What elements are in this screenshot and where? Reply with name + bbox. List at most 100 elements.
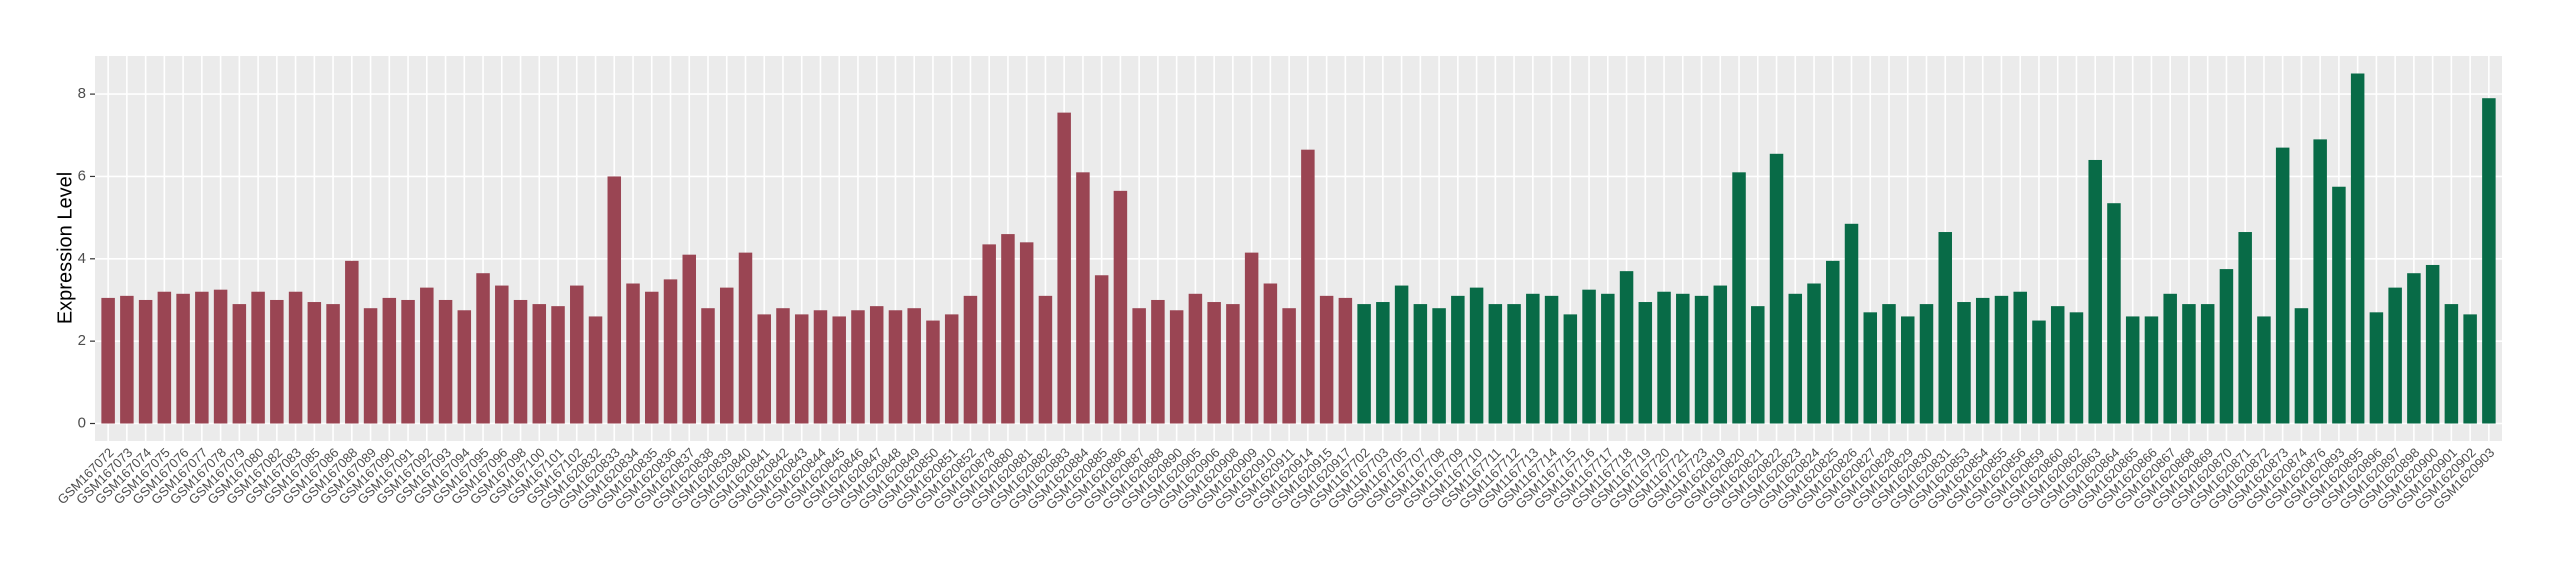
bar — [270, 299, 284, 424]
bar — [2388, 287, 2402, 424]
bar — [438, 299, 453, 424]
bar — [1094, 275, 1109, 424]
bar — [2275, 147, 2290, 424]
bar — [213, 289, 228, 424]
bar — [888, 310, 903, 424]
bar — [869, 306, 884, 424]
bar — [382, 297, 397, 424]
bar — [944, 314, 959, 424]
bar — [982, 244, 996, 424]
bar — [1188, 293, 1203, 424]
bar — [1038, 295, 1053, 424]
plot-panel — [95, 56, 2502, 441]
bar — [1394, 285, 1409, 424]
bar — [1657, 291, 1671, 424]
y-tick-label: 2 — [78, 332, 86, 349]
bar — [1544, 295, 1559, 424]
bar — [1526, 293, 1540, 424]
bar — [2088, 159, 2102, 424]
bar — [1676, 293, 1690, 424]
bar — [1732, 172, 1746, 424]
bar — [2238, 232, 2252, 424]
bar — [963, 295, 978, 424]
bar — [551, 306, 565, 424]
bar — [1826, 260, 1840, 424]
bar — [2257, 316, 2271, 424]
bar — [401, 299, 415, 424]
bar — [1132, 308, 1146, 424]
bar — [532, 304, 547, 424]
bar — [495, 285, 509, 424]
bar — [2013, 291, 2027, 424]
bar — [2425, 264, 2440, 424]
bar — [420, 287, 434, 424]
bar — [1563, 314, 1578, 424]
bar — [663, 279, 678, 424]
bar — [701, 308, 715, 424]
bar — [307, 302, 322, 424]
bar — [1226, 304, 1240, 424]
bar — [2332, 186, 2346, 424]
bar — [1301, 149, 1315, 424]
bar — [1282, 308, 1296, 424]
bar — [1207, 302, 1221, 424]
bar — [195, 291, 209, 424]
bar — [794, 314, 809, 424]
bar — [1638, 302, 1653, 424]
bar — [2050, 306, 2065, 424]
bar — [719, 287, 734, 424]
bar — [1488, 304, 1503, 424]
bar — [757, 314, 771, 424]
bar — [570, 285, 584, 424]
bar — [1863, 312, 1878, 424]
bar — [1769, 153, 1784, 424]
bar — [2200, 304, 2215, 424]
bar — [363, 308, 378, 424]
bar — [1751, 306, 1765, 424]
bar — [1919, 304, 1934, 424]
bar — [138, 299, 153, 424]
y-tick-label: 0 — [78, 414, 86, 431]
bar — [1957, 302, 1971, 424]
bar — [588, 316, 603, 424]
bar — [1507, 304, 1521, 424]
bar — [607, 176, 622, 424]
bar — [457, 310, 472, 424]
y-tick-label: 6 — [78, 167, 86, 184]
bar — [2219, 269, 2234, 424]
y-axis-title: Expression Level — [54, 172, 76, 324]
bar — [1357, 304, 1371, 424]
bar — [1451, 295, 1465, 424]
bar — [2369, 312, 2384, 424]
bar — [682, 254, 697, 424]
bar — [1151, 299, 1165, 424]
bar — [2294, 308, 2309, 424]
bar — [626, 283, 640, 424]
bar — [1807, 283, 1821, 424]
bar — [101, 297, 115, 424]
bar — [2069, 312, 2084, 424]
y-tick-label: 4 — [78, 250, 86, 267]
bar — [326, 304, 340, 424]
bar — [1432, 308, 1446, 424]
bar — [738, 252, 753, 424]
bar — [2144, 316, 2159, 424]
bar — [2407, 273, 2421, 424]
bar — [288, 291, 303, 424]
bar — [1338, 297, 1353, 424]
bar — [1169, 310, 1184, 424]
bar — [1601, 293, 1615, 424]
bar — [345, 260, 359, 424]
bar — [2463, 314, 2477, 424]
bar — [645, 291, 659, 424]
bar — [1469, 287, 1484, 424]
bar — [1619, 271, 1634, 424]
bar — [1975, 297, 1990, 424]
bar — [2350, 73, 2365, 424]
bar — [1001, 234, 1015, 424]
bar — [1019, 242, 1034, 424]
bar — [2444, 304, 2459, 424]
bar — [2313, 139, 2327, 424]
bar — [1788, 293, 1803, 424]
